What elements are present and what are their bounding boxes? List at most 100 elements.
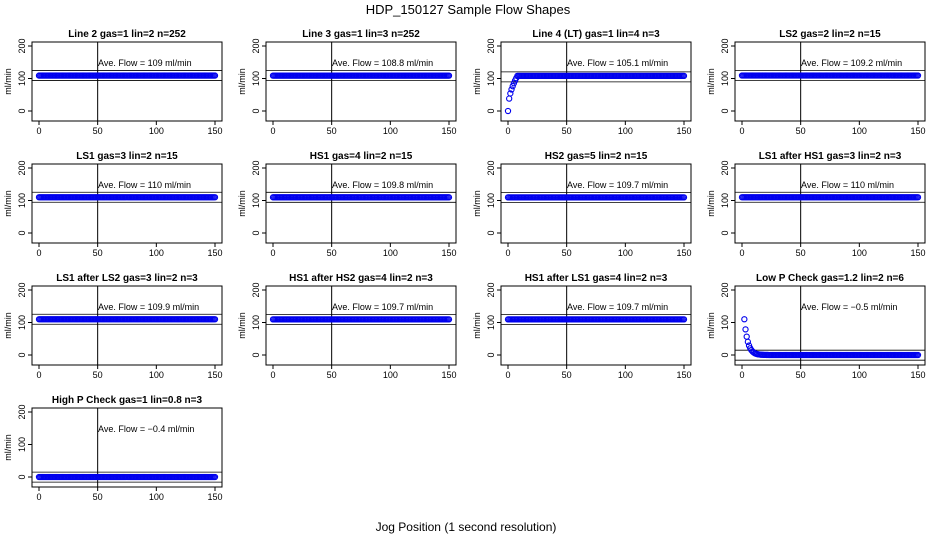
- x-tick-label: 100: [618, 126, 633, 136]
- average-flow-annotation: Ave. Flow = 109.7 ml/min: [332, 302, 433, 312]
- x-tick-label: 100: [383, 248, 398, 258]
- data-series: [741, 316, 922, 359]
- data-series: [504, 316, 688, 323]
- x-tick-label: 150: [207, 492, 222, 502]
- data-point: [680, 194, 688, 201]
- x-tick-label: 100: [852, 248, 867, 258]
- chart-panel: LS1 gas=3 lin=2 n=15 0 50 100 150 0 100 200 ml/m…: [3, 151, 223, 258]
- x-tick-label: 50: [93, 126, 103, 136]
- x-tick-label: 50: [796, 248, 806, 258]
- x-tick-label: 100: [618, 248, 633, 258]
- x-tick-label: 50: [796, 126, 806, 136]
- x-tick-label: 100: [618, 370, 633, 380]
- chart-panel: Line 2 gas=1 lin=2 n=252 0 50 100 150 0 100 200…: [3, 29, 223, 136]
- x-tick-label: 0: [739, 248, 744, 258]
- data-series: [269, 316, 453, 323]
- y-tick-label: 200: [251, 38, 261, 53]
- y-tick-label: 100: [486, 193, 496, 208]
- plot-frame: [31, 163, 223, 244]
- x-tick-label: 0: [36, 126, 41, 136]
- average-flow-annotation: Ave. Flow = 110 ml/min: [801, 180, 894, 190]
- average-flow-annotation: Ave. Flow = 109.2 ml/min: [801, 58, 902, 68]
- x-tick-label: 50: [327, 248, 337, 258]
- x-tick-label: 50: [562, 126, 572, 136]
- y-axis-label: ml/min: [237, 68, 247, 95]
- chart-panel: Low P Check gas=1.2 lin=2 n=6 0 50 100 150 0 1…: [706, 273, 926, 380]
- plot-frame: [265, 41, 457, 122]
- panel-title: LS1 gas=3 lin=2 n=15: [76, 151, 178, 162]
- chart-panel: HS2 gas=5 lin=2 n=15 0 50 100 150 0 100 200 ml/m…: [472, 151, 692, 258]
- x-tick-label: 50: [796, 370, 806, 380]
- data-series: [738, 72, 922, 79]
- y-tick-label: 200: [17, 282, 27, 297]
- y-axis-label: ml/min: [3, 68, 13, 95]
- average-flow-annotation: Ave. Flow = 109.9 ml/min: [98, 302, 199, 312]
- average-flow-annotation: Ave. Flow = 108.8 ml/min: [332, 58, 433, 68]
- x-tick-label: 50: [93, 248, 103, 258]
- chart-panel: LS2 gas=2 lin=2 n=15 0 50 100 150 0 100 200 ml/m…: [706, 29, 926, 136]
- data-point: [744, 338, 752, 345]
- y-tick-label: 0: [486, 352, 496, 357]
- data-point: [211, 473, 219, 481]
- y-tick-label: 0: [251, 352, 261, 357]
- plot-frame: [31, 41, 223, 122]
- panel-title: HS1 after LS1 gas=4 lin=2 n=3: [525, 273, 668, 284]
- x-tick-label: 150: [910, 248, 925, 258]
- panel-title: LS2 gas=2 lin=2 n=15: [779, 29, 881, 40]
- plot-frame: [265, 163, 457, 244]
- chart-panel: LS1 after LS2 gas=3 lin=2 n=3 0 50 100 150 0 1…: [3, 273, 223, 380]
- x-tick-label: 0: [270, 126, 275, 136]
- x-tick-label: 100: [383, 370, 398, 380]
- data-series: [504, 72, 688, 115]
- data-series: [269, 72, 453, 79]
- x-tick-label: 0: [739, 370, 744, 380]
- x-tick-label: 50: [93, 492, 103, 502]
- y-axis-label: ml/min: [472, 68, 482, 95]
- plot-frame: [31, 285, 223, 366]
- y-tick-label: 0: [486, 230, 496, 235]
- data-point: [741, 316, 748, 323]
- data-point: [742, 326, 749, 333]
- x-tick-label: 50: [327, 126, 337, 136]
- data-point: [211, 194, 219, 201]
- x-tick-label: 150: [910, 370, 925, 380]
- chart-panel: HS1 after HS2 gas=4 lin=2 n=3 0 50 100 150 0 1…: [237, 273, 457, 380]
- average-flow-annotation: Ave. Flow = 110 ml/min: [98, 180, 191, 190]
- y-tick-label: 0: [17, 230, 27, 235]
- y-tick-label: 0: [720, 352, 730, 357]
- y-axis-label: ml/min: [706, 312, 716, 339]
- data-point: [680, 72, 688, 80]
- panel-grid: Line 2 gas=1 lin=2 n=252 0 50 100 150 0 100 200…: [3, 29, 926, 502]
- y-axis-label: ml/min: [3, 190, 13, 217]
- y-tick-label: 0: [251, 230, 261, 235]
- x-tick-label: 150: [207, 126, 222, 136]
- y-tick-label: 100: [251, 193, 261, 208]
- data-point: [508, 86, 515, 93]
- chart-panel: High P Check gas=1 lin=0.8 n=3 0 50 100 150 0…: [3, 395, 223, 502]
- data-point: [445, 72, 453, 79]
- y-tick-label: 100: [720, 315, 730, 330]
- plot-frame: [500, 163, 692, 244]
- data-point: [509, 83, 516, 90]
- plot-frame: [734, 163, 926, 244]
- data-point: [914, 194, 922, 201]
- x-tick-label: 150: [441, 248, 456, 258]
- x-tick-label: 0: [505, 370, 510, 380]
- x-tick-label: 150: [676, 248, 691, 258]
- y-axis-label: ml/min: [3, 434, 13, 461]
- x-tick-label: 0: [36, 492, 41, 502]
- x-tick-label: 0: [36, 370, 41, 380]
- panel-title: HS2 gas=5 lin=2 n=15: [545, 151, 648, 162]
- figure-title: HDP_150127 Sample Flow Shapes: [366, 2, 571, 17]
- chart-panel: Line 4 (LT) gas=1 lin=4 n=3 0 50 100 150 0 100…: [472, 29, 692, 136]
- data-series: [35, 473, 219, 481]
- data-point: [211, 72, 219, 79]
- y-tick-label: 0: [486, 108, 496, 113]
- data-point: [914, 72, 922, 79]
- y-tick-label: 100: [17, 315, 27, 330]
- plot-frame: [31, 407, 223, 488]
- plot-frame: [734, 285, 926, 366]
- data-point: [445, 316, 453, 323]
- y-axis-label: ml/min: [237, 312, 247, 339]
- data-series: [35, 316, 219, 323]
